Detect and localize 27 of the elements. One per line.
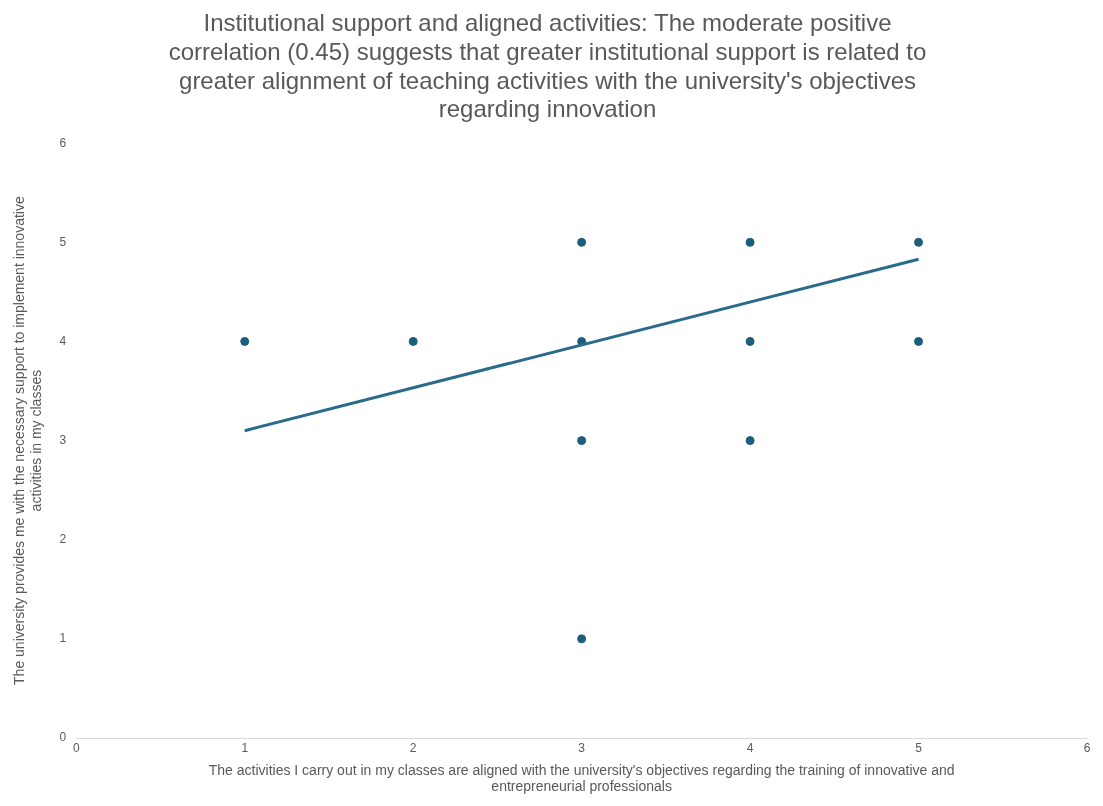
y-tick-label: 1: [59, 631, 67, 646]
x-tick-label: 6: [1083, 740, 1091, 755]
y-tick-label: 2: [59, 532, 67, 547]
x-tick-label: 3: [578, 740, 586, 755]
y-axis-title: The university provides me with the necessary support to implement innovative activities in my classes: [11, 196, 45, 685]
x-tick-label: 1: [241, 740, 249, 755]
y-tick-label: 0: [59, 730, 67, 745]
x-tick-label: 0: [72, 740, 80, 755]
y-tick-label: 5: [59, 234, 67, 249]
point: [408, 336, 418, 346]
chart-title: Institutional support and aligned activities: The moderate positive correlation (0.45) suggests that greater institutional support is related to greater alignment of teaching activities with the university's objectives regarding innovation: [168, 9, 927, 123]
x-tick-label: 5: [915, 740, 923, 755]
point: [240, 336, 250, 346]
point: [914, 336, 924, 346]
point: [745, 436, 755, 446]
point: [577, 237, 587, 247]
x-axis-title: The activities I carry out in my classes are aligned with the university's objectives regarding the training of innovative and entrepreneurial professionals: [208, 761, 955, 795]
point: [914, 237, 924, 247]
x-tick-label: 4: [746, 740, 754, 755]
point: [577, 436, 587, 446]
point: [745, 237, 755, 247]
point: [577, 634, 587, 644]
point: [745, 336, 755, 346]
y-tick-label: 4: [59, 333, 67, 348]
y-tick-label: 6: [59, 135, 67, 150]
y-tick-label: 3: [59, 432, 67, 447]
x-tick-label: 2: [409, 740, 417, 755]
